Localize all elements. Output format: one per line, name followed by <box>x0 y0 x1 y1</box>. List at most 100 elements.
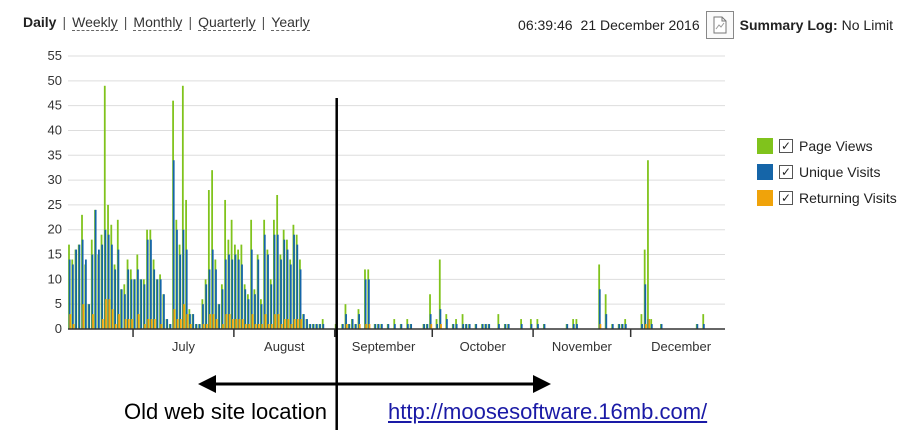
unique-visits-bar <box>429 314 432 329</box>
legend-item-returning-visits[interactable]: ✓ Returning Visits <box>757 185 897 211</box>
returning-visits-bar <box>251 314 254 329</box>
summary-log-label: Summary Log: <box>739 17 838 33</box>
unique-visits-bar <box>237 259 240 329</box>
unique-visits-bar <box>117 249 120 329</box>
y-tick-label: 30 <box>48 172 62 187</box>
returning-visits-bar <box>105 299 107 329</box>
returning-visits-bar <box>209 314 212 329</box>
x-tick-label: November <box>552 339 613 354</box>
returning-visits-bar <box>144 324 146 329</box>
unique-visits-bar <box>605 314 608 329</box>
unique-visits-bar <box>345 314 347 329</box>
returning-visits-bar <box>365 324 368 329</box>
returning-visits-bar <box>254 324 257 329</box>
unique-visits-bar <box>208 269 211 329</box>
nav-separator: | <box>261 14 266 30</box>
unique-visits-bar <box>621 324 624 329</box>
unique-visits-bar <box>286 249 289 329</box>
unique-visits-bar <box>293 234 295 329</box>
page-views-bar <box>640 314 643 329</box>
period-monthly[interactable]: Monthly <box>133 14 183 31</box>
unique-visits-bar <box>146 239 149 329</box>
unique-visits-bar <box>537 324 539 329</box>
returning-visits-bar <box>111 309 114 329</box>
unique-visits-bar <box>468 324 471 329</box>
unique-visits-bar <box>163 294 165 329</box>
nav-separator: | <box>62 14 67 30</box>
x-tick-label: December <box>651 339 712 354</box>
unique-visits-bar <box>254 294 256 329</box>
page-views-bar <box>497 314 500 329</box>
page-views-bar <box>438 259 441 329</box>
returning-visits-bar <box>118 314 120 329</box>
returning-visits-bar <box>290 324 293 329</box>
period-weekly[interactable]: Weekly <box>72 14 118 31</box>
legend-item-unique-visits[interactable]: ✓ Unique Visits <box>757 159 897 185</box>
period-quarterly[interactable]: Quarterly <box>198 14 256 31</box>
checkbox-icon[interactable]: ✓ <box>779 139 793 153</box>
returning-visits-bar <box>160 324 163 329</box>
unique-visits-bar <box>354 324 357 329</box>
unique-visits-bar <box>283 239 286 329</box>
legend-item-page-views[interactable]: ✓ Page Views <box>757 133 897 159</box>
unique-visits-bar <box>75 249 78 329</box>
unique-visits-bar <box>452 324 455 329</box>
returning-visits-bar <box>293 319 296 329</box>
y-tick-label: 15 <box>48 247 62 262</box>
returning-visits-bar <box>258 324 260 329</box>
unique-visits-bar <box>439 309 442 329</box>
unique-visits-bar <box>696 324 699 329</box>
returning-visits-bar <box>189 324 192 329</box>
returning-visits-bar <box>202 324 205 329</box>
returning-visits-bar <box>599 324 602 329</box>
checkbox-icon[interactable]: ✓ <box>779 165 793 179</box>
unique-visits-bar <box>205 284 208 329</box>
unique-visits-bar <box>179 254 182 329</box>
y-tick-label: 35 <box>48 147 62 162</box>
unique-visits-bar <box>650 324 653 329</box>
returning-visits-bar <box>300 319 303 329</box>
unique-visits-bar <box>572 324 575 329</box>
returning-visits-bar <box>173 309 176 329</box>
y-tick-label: 0 <box>55 321 62 336</box>
unique-visits-bar <box>84 259 87 329</box>
new-site-link[interactable]: http://moosesoftware.16mb.com/ <box>388 399 708 424</box>
period-daily[interactable]: Daily <box>23 14 57 30</box>
returning-visits-bar <box>183 304 185 329</box>
unique-visits-swatch <box>757 164 773 180</box>
unique-visits-bar <box>406 324 409 329</box>
unique-visits-bar <box>315 324 318 329</box>
returning-visits-bar <box>212 314 215 329</box>
unique-visits-bar <box>309 324 312 329</box>
returning-visits-bar <box>368 324 371 329</box>
unique-visits-bar <box>78 244 81 329</box>
period-yearly[interactable]: Yearly <box>271 14 310 31</box>
returning-visits-bar <box>114 324 117 329</box>
returning-visits-bar <box>440 324 442 329</box>
unique-visits-bar <box>618 324 621 329</box>
unique-visits-bar <box>462 324 465 329</box>
arrow-right-head <box>533 375 551 393</box>
x-tick-label: September <box>352 339 416 354</box>
unique-visits-bar <box>520 324 523 329</box>
y-tick-label: 55 <box>48 48 62 63</box>
legend-label: Unique Visits <box>799 164 881 180</box>
unique-visits-bar <box>88 304 91 329</box>
unique-visits-bar <box>91 254 94 329</box>
export-button[interactable] <box>705 11 734 39</box>
returning-visits-bar <box>271 324 273 329</box>
unique-visits-bar <box>410 324 413 329</box>
returning-visits-bar <box>274 314 277 329</box>
unique-visits-bar <box>455 324 458 329</box>
unique-visits-bar <box>598 289 601 329</box>
legend-label: Page Views <box>799 138 873 154</box>
unique-visits-bar <box>289 264 292 329</box>
returning-visits-bar <box>124 319 127 329</box>
unique-visits-bar <box>367 279 370 329</box>
checkbox-icon[interactable]: ✓ <box>779 191 793 205</box>
unique-visits-bar <box>530 324 533 329</box>
summary-log-value[interactable]: No Limit <box>841 17 893 33</box>
returning-visits-bar <box>127 319 130 329</box>
returning-visits-bar <box>222 324 225 329</box>
nav-separator: | <box>123 14 128 30</box>
